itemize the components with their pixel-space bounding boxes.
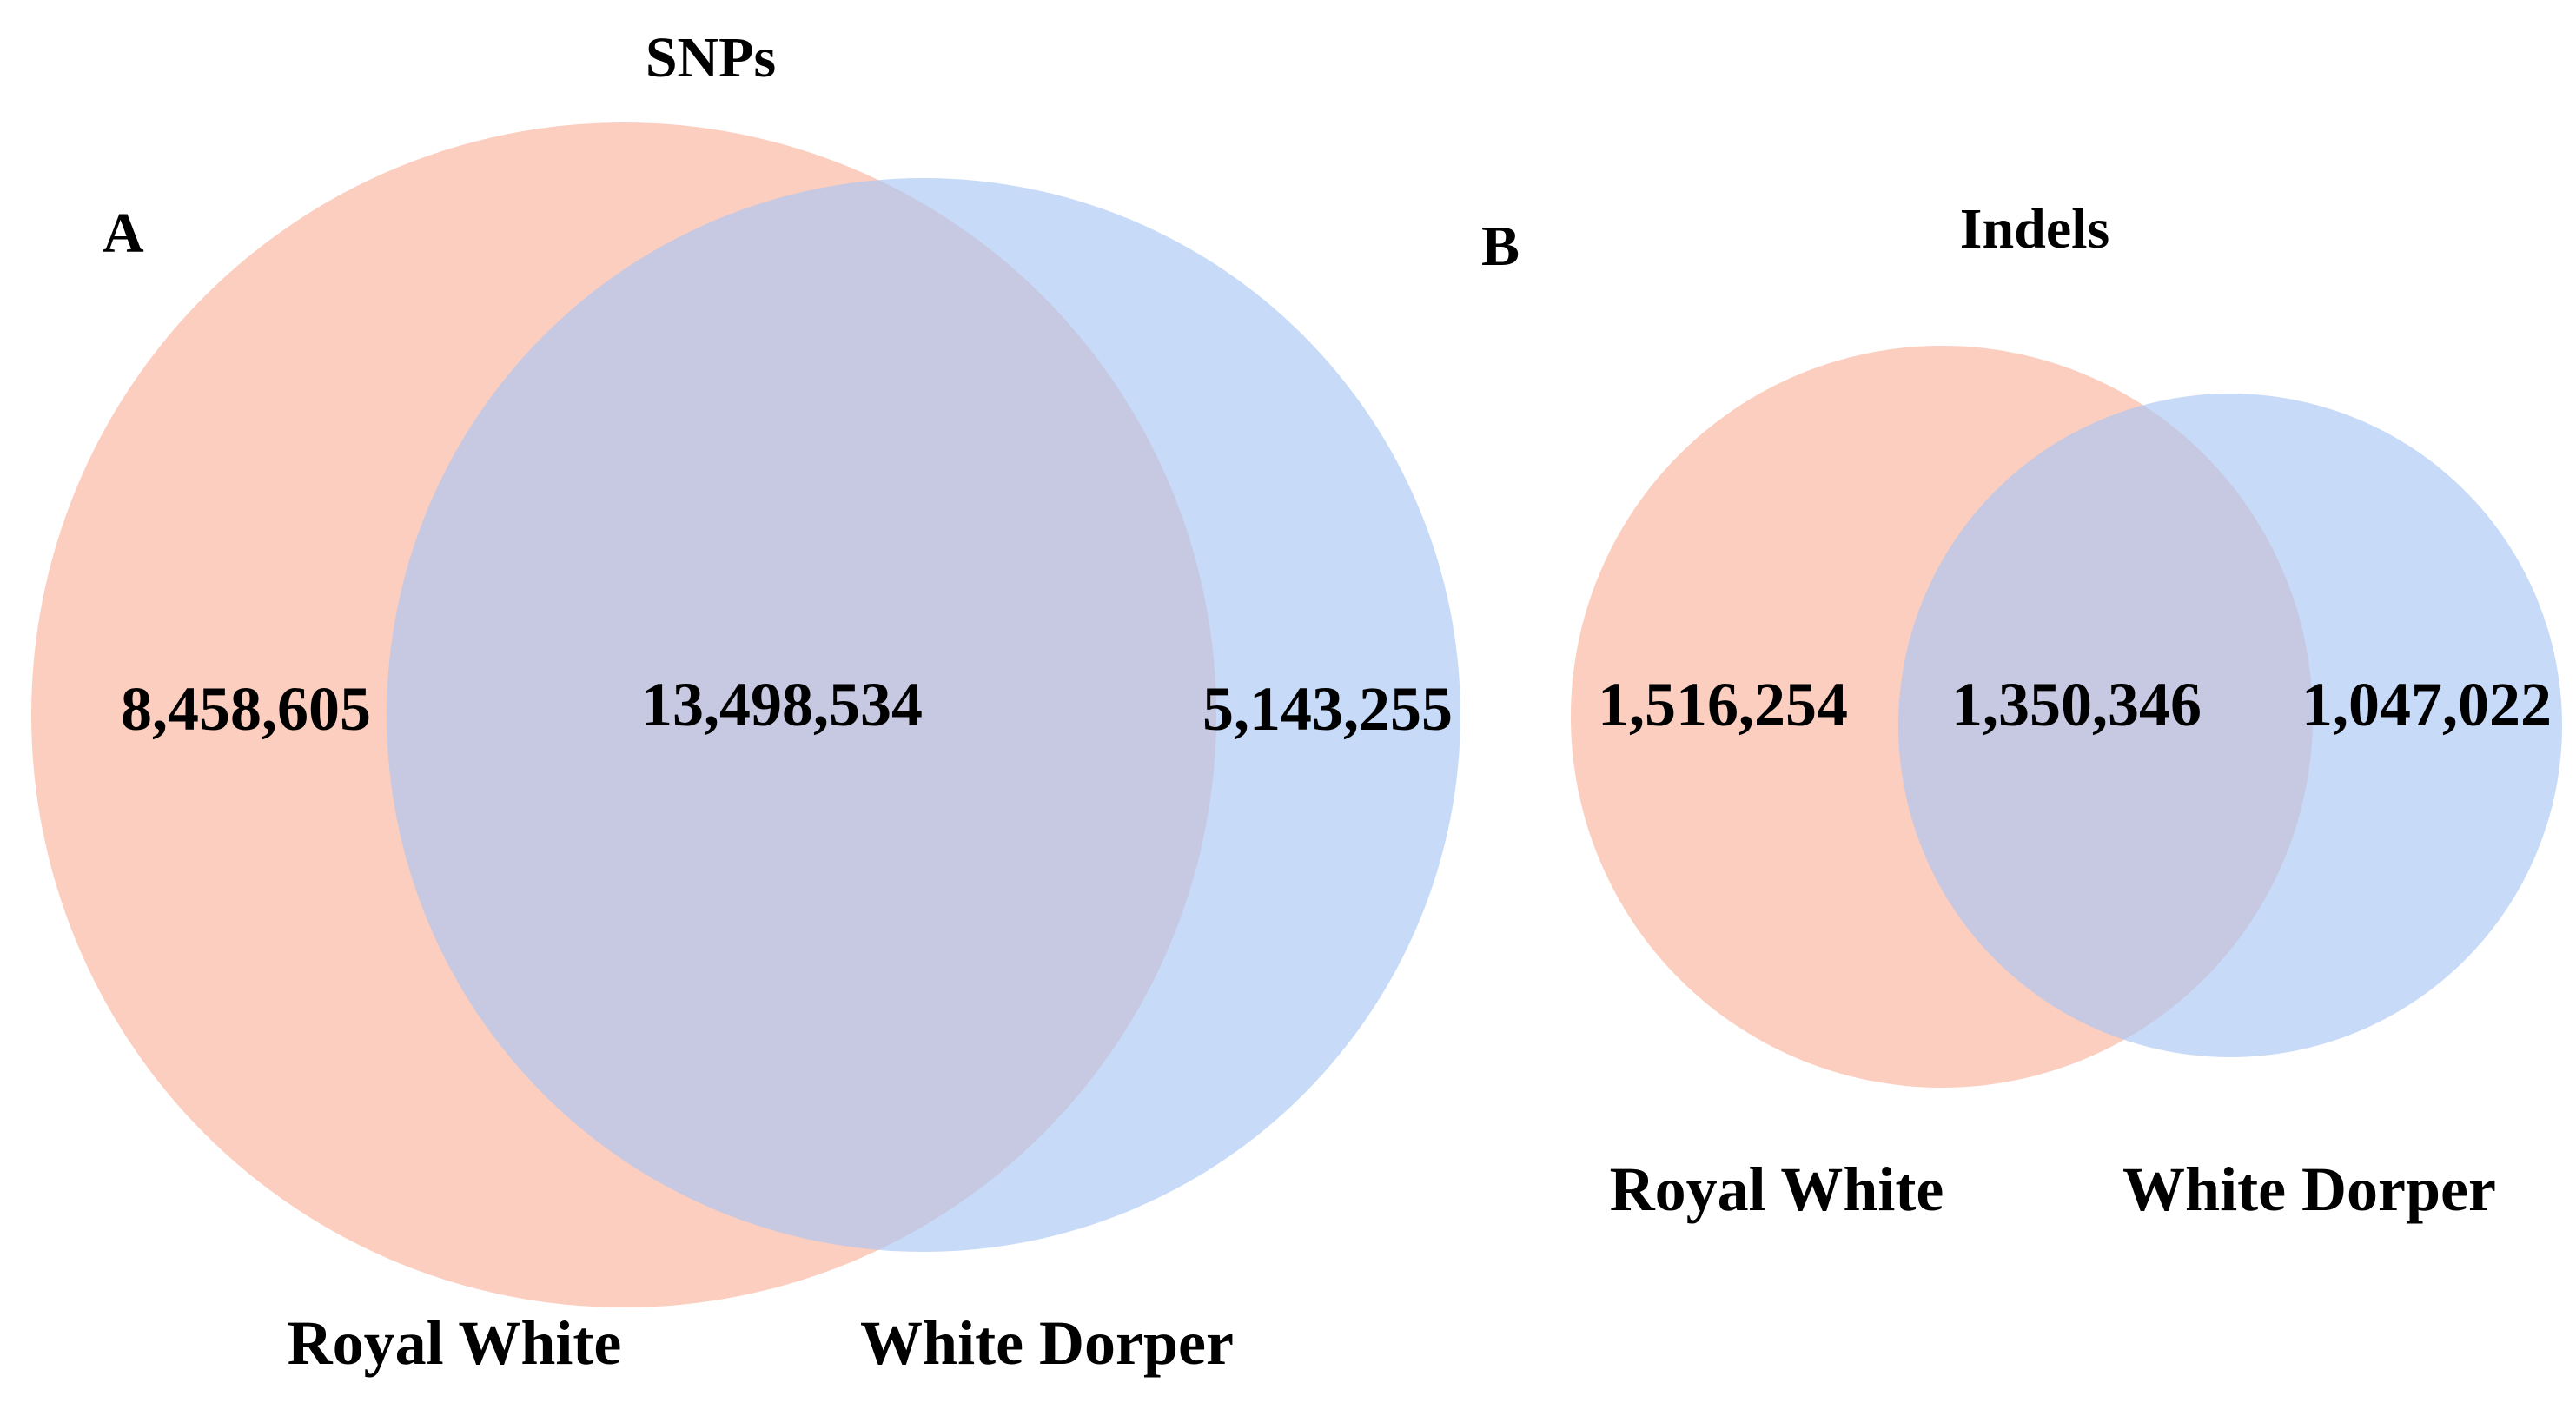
panel-b-royal-white-only-count: 1,516,254 bbox=[1598, 670, 1848, 739]
panel-b-white-dorper-only-count: 1,047,022 bbox=[2301, 670, 2552, 739]
panel-a-white-dorper-circle bbox=[387, 178, 1460, 1252]
panel-b-royal-white-label: Royal White bbox=[1610, 1155, 1944, 1224]
panel-b-title: Indels bbox=[1960, 197, 2109, 261]
panel-a-white-dorper-label: White Dorper bbox=[860, 1308, 1234, 1378]
panel-a-shared-count: 13,498,534 bbox=[641, 670, 923, 739]
panel-a-white-dorper-only-count: 5,143,255 bbox=[1202, 674, 1453, 744]
panel-b-white-dorper-circle bbox=[1898, 394, 2562, 1057]
panel-a-royal-white-only-count: 8,458,605 bbox=[121, 674, 371, 744]
panel-a-snps: A SNPs 8,458,605 13,498,534 5,143,255 Ro… bbox=[31, 26, 1460, 1378]
panel-a-royal-white-label: Royal White bbox=[288, 1308, 622, 1378]
panel-b-letter: B bbox=[1481, 215, 1520, 278]
panel-a-letter: A bbox=[103, 202, 144, 265]
panel-a-title: SNPs bbox=[646, 26, 776, 89]
panel-b-indels: B Indels 1,516,254 1,350,346 1,047,022 R… bbox=[1481, 197, 2562, 1224]
panel-b-white-dorper-label: White Dorper bbox=[2122, 1155, 2496, 1224]
panel-b-shared-count: 1,350,346 bbox=[1951, 670, 2202, 739]
